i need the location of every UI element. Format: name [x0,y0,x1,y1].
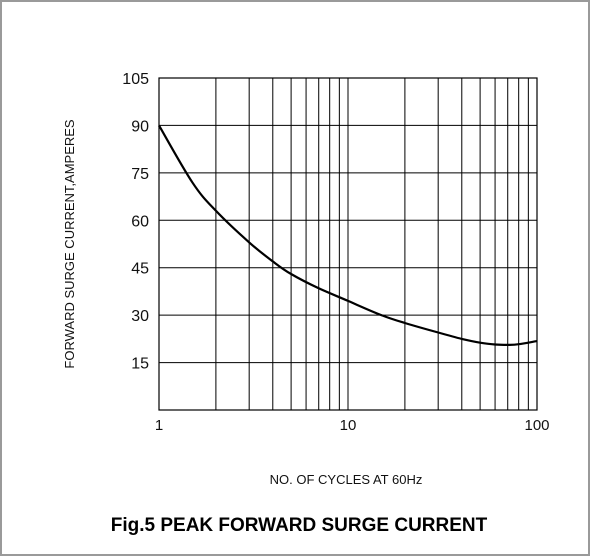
y-tick-label: 75 [131,166,149,183]
y-tick-label: 45 [131,261,149,278]
tick-labels: 15 30 45 60 75 90 105 1 10 100 [122,71,549,434]
y-tick-label: 90 [131,118,149,135]
x-tick-label: 100 [524,417,549,434]
y-tick-label: 30 [131,308,149,325]
plot-border [158,77,538,411]
series-line-surge-current [158,124,538,347]
x-tick-label: 10 [340,417,357,434]
x-tick-label: 1 [155,417,163,434]
y-tick-label: 60 [131,213,149,230]
y-tick-label: 15 [131,356,149,373]
grid [158,77,538,410]
y-axis-label: FORWARD SURGE CURRENT,AMPERES [62,119,77,369]
x-axis-label: NO. OF CYCLES AT 60Hz [270,472,423,487]
chart-title: Fig.5 PEAK FORWARD SURGE CURRENT [111,515,488,536]
y-tick-label: 105 [122,71,149,88]
